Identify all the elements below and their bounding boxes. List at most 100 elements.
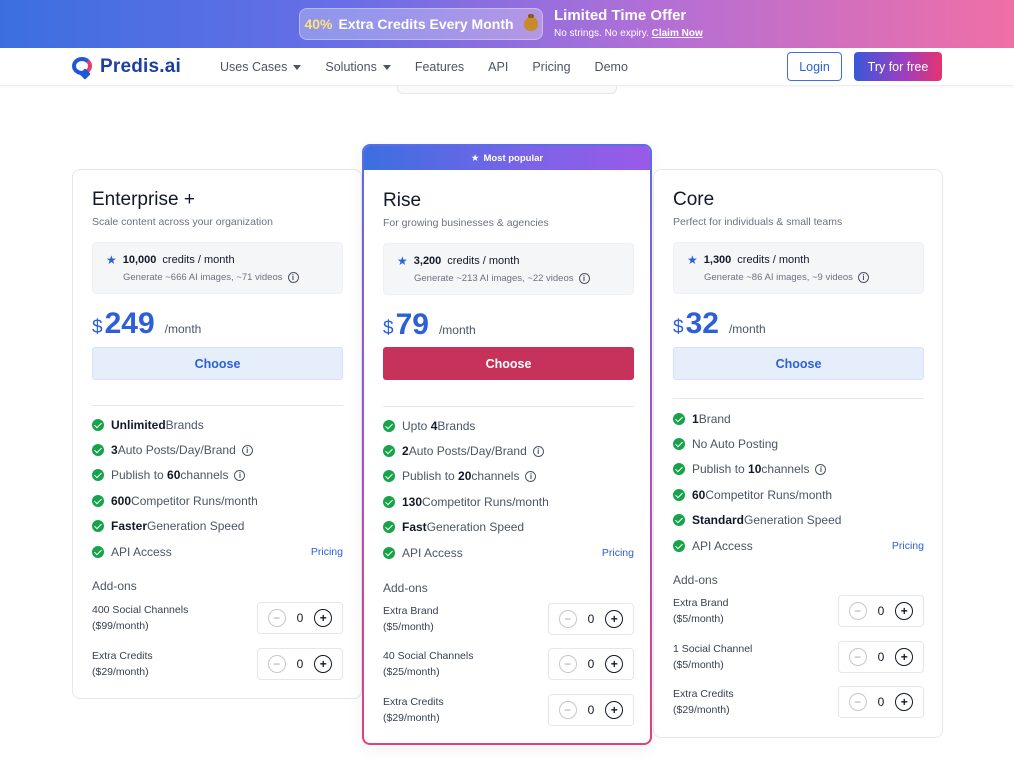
plus-icon[interactable]: + <box>895 648 914 666</box>
credits-subtext: Generate ~213 AI images, ~22 videos i <box>414 273 590 284</box>
feature-item: API Access Pricing <box>383 540 634 565</box>
plan-description: Perfect for individuals & small teams <box>673 216 843 228</box>
check-icon <box>383 445 395 458</box>
info-icon[interactable]: i <box>857 272 869 283</box>
feature-item: 130 Competitor Runs/month <box>383 489 634 514</box>
minus-icon[interactable]: − <box>267 655 286 673</box>
feature-item: Fast Generation Speed <box>383 515 634 540</box>
login-button[interactable]: Login <box>787 52 842 81</box>
plan-price: $ 79 /month <box>383 308 476 342</box>
star-icon: ★ <box>470 152 480 164</box>
billing-toggle[interactable] <box>397 86 617 94</box>
api-pricing-link[interactable]: Pricing <box>891 539 924 552</box>
api-pricing-link[interactable]: Pricing <box>601 546 634 559</box>
plus-icon[interactable]: + <box>605 610 624 628</box>
brand-logo[interactable]: Predis.ai <box>72 54 181 80</box>
addon-row: Extra Credits ($29/month) − 0 + <box>673 686 924 720</box>
stepper-value: 0 <box>877 604 885 618</box>
plus-icon[interactable]: + <box>314 655 333 673</box>
minus-icon[interactable]: − <box>848 602 867 620</box>
info-icon[interactable]: i <box>578 273 590 284</box>
check-icon <box>673 488 685 501</box>
feature-item: Faster Generation Speed <box>92 514 343 539</box>
feature-item: Publish to 20 channels i <box>383 464 634 489</box>
info-icon[interactable]: i <box>241 444 253 456</box>
minus-icon[interactable]: − <box>558 701 577 719</box>
check-icon <box>673 514 685 527</box>
star-icon: ★ <box>687 253 698 267</box>
info-icon[interactable]: i <box>525 470 537 482</box>
credits-line: ★ 1,300 credits / month <box>687 253 809 267</box>
most-popular-badge: ★ Most popular <box>364 146 650 170</box>
check-icon <box>92 520 104 533</box>
quantity-stepper: − 0 + <box>548 603 634 635</box>
price-period: /month <box>438 323 476 337</box>
quantity-stepper: − 0 + <box>838 595 924 627</box>
quantity-stepper: − 0 + <box>548 694 634 726</box>
plus-icon[interactable]: + <box>605 655 624 673</box>
plus-icon[interactable]: + <box>314 609 333 627</box>
info-icon[interactable]: i <box>815 463 827 475</box>
addon-row: Extra Brand ($5/month) − 0 + <box>673 595 924 629</box>
choose-button[interactable]: Choose <box>383 347 634 380</box>
check-icon <box>92 545 104 558</box>
addons-title: Add-ons <box>92 579 137 593</box>
plan-price: $ 249 /month <box>92 307 201 341</box>
stepper-value: 0 <box>877 695 885 709</box>
credits-box: ★ 3,200 credits / month Generate ~213 AI… <box>383 243 634 295</box>
stepper-value: 0 <box>296 611 304 625</box>
claim-now-link[interactable]: Claim Now <box>651 28 703 39</box>
money-bag-icon <box>523 14 538 31</box>
feature-list: 1 Brand No Auto Posting Publish to 10 ch… <box>673 406 924 558</box>
info-icon[interactable]: i <box>532 445 544 457</box>
api-pricing-link[interactable]: Pricing <box>310 545 343 558</box>
check-icon <box>92 494 104 507</box>
nav-api[interactable]: API <box>488 60 509 74</box>
feature-item: API Access Pricing <box>673 533 924 558</box>
credits-subtext-label: Generate ~666 AI images, ~71 videos <box>123 272 283 283</box>
nav-uses-cases[interactable]: Uses Cases <box>220 60 302 74</box>
nav-features[interactable]: Features <box>414 60 465 74</box>
price-amount: 32 <box>685 307 719 340</box>
check-icon <box>92 444 104 457</box>
promo-banner: 40% Extra Credits Every Month Limited Ti… <box>0 0 1014 48</box>
plan-name: Enterprise + <box>92 189 195 210</box>
credits-amount: 10,000 <box>122 254 157 266</box>
info-icon[interactable]: i <box>234 469 246 481</box>
choose-button[interactable]: Choose <box>92 347 343 380</box>
addon-label: Extra Brand ($5/month) <box>383 605 439 633</box>
star-icon: ★ <box>106 253 117 267</box>
try-for-free-button[interactable]: Try for free <box>854 52 942 81</box>
plan-name: Core <box>673 189 715 210</box>
price-currency: $ <box>92 317 103 338</box>
divider <box>673 398 924 399</box>
stepper-value: 0 <box>587 612 595 626</box>
minus-icon[interactable]: − <box>558 610 577 628</box>
nav-demo[interactable]: Demo <box>594 60 628 74</box>
info-icon[interactable]: i <box>287 272 299 283</box>
plan-description: Scale content across your organization <box>92 216 273 228</box>
plus-icon[interactable]: + <box>895 602 914 620</box>
addon-label: Extra Credits ($29/month) <box>383 696 444 724</box>
credits-line: ★ 3,200 credits / month <box>397 254 519 268</box>
brand-name: Predis.ai <box>100 56 182 77</box>
minus-icon[interactable]: − <box>848 693 867 711</box>
promo-offer-pill[interactable]: 40% Extra Credits Every Month <box>299 8 543 40</box>
price-period: /month <box>728 322 766 336</box>
plan-name: Rise <box>383 190 422 211</box>
addons-title: Add-ons <box>673 573 718 587</box>
plan-card-core: Core Perfect for individuals & small tea… <box>653 169 943 738</box>
check-icon <box>673 539 685 552</box>
plus-icon[interactable]: + <box>605 701 624 719</box>
nav-pricing[interactable]: Pricing <box>532 60 571 74</box>
check-icon <box>92 418 104 431</box>
nav-solutions[interactable]: Solutions <box>325 60 391 74</box>
plus-icon[interactable]: + <box>895 693 914 711</box>
credits-unit: credits / month <box>162 254 235 266</box>
credits-subtext: Generate ~666 AI images, ~71 videos i <box>123 272 299 283</box>
choose-button[interactable]: Choose <box>673 347 924 380</box>
minus-icon[interactable]: − <box>267 609 286 627</box>
credits-subtext: Generate ~86 AI images, ~9 videos i <box>704 272 869 283</box>
minus-icon[interactable]: − <box>558 655 577 673</box>
minus-icon[interactable]: − <box>848 648 867 666</box>
